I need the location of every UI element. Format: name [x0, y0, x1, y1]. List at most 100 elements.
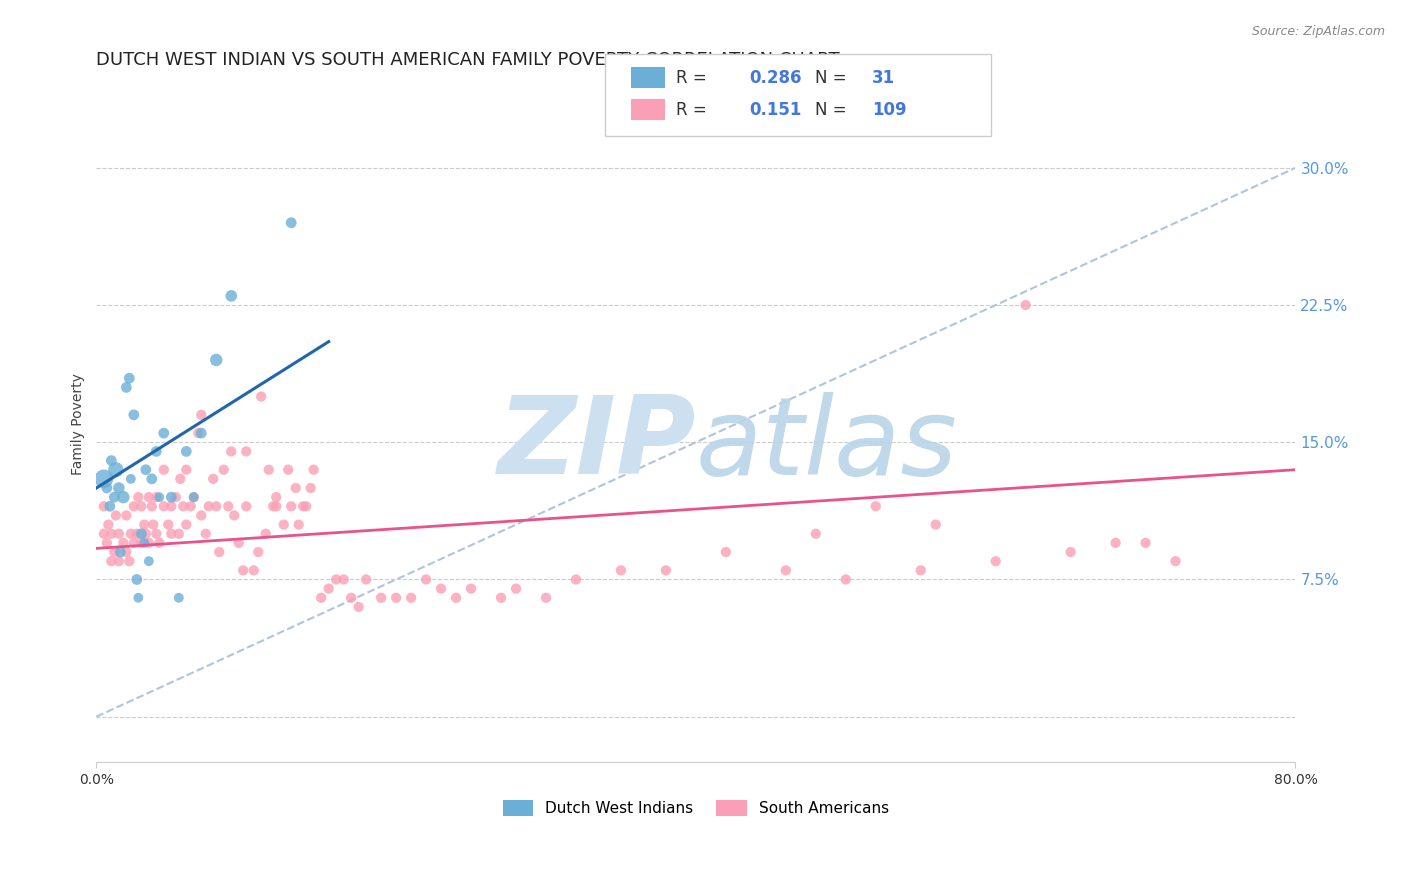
- Text: 0.151: 0.151: [749, 101, 801, 119]
- Y-axis label: Family Poverty: Family Poverty: [72, 373, 86, 475]
- Point: [232, 563, 254, 577]
- Point: [655, 563, 678, 577]
- Point: [148, 536, 170, 550]
- Text: R =: R =: [676, 101, 717, 119]
- Point: [160, 490, 183, 504]
- Point: [96, 536, 118, 550]
- Point: [1135, 536, 1157, 550]
- Text: Source: ZipAtlas.com: Source: ZipAtlas.com: [1251, 25, 1385, 38]
- Point: [1059, 545, 1081, 559]
- Point: [775, 563, 797, 577]
- Text: N =: N =: [815, 69, 852, 87]
- Point: [138, 490, 160, 504]
- Point: [228, 536, 250, 550]
- Point: [157, 517, 180, 532]
- Point: [489, 591, 512, 605]
- Point: [134, 536, 156, 550]
- Point: [172, 500, 194, 514]
- Text: N =: N =: [815, 101, 852, 119]
- Point: [865, 500, 887, 514]
- Point: [208, 545, 231, 559]
- Point: [219, 444, 242, 458]
- Point: [120, 472, 142, 486]
- Point: [273, 517, 295, 532]
- Point: [131, 536, 153, 550]
- Point: [1104, 536, 1126, 550]
- Point: [370, 591, 392, 605]
- Text: ZIP: ZIP: [498, 392, 696, 497]
- Point: [804, 526, 827, 541]
- Point: [287, 517, 309, 532]
- Point: [103, 545, 125, 559]
- Point: [262, 500, 284, 514]
- Point: [277, 463, 299, 477]
- Point: [444, 591, 467, 605]
- Legend: Dutch West Indians, South Americans: Dutch West Indians, South Americans: [496, 794, 896, 822]
- Point: [212, 463, 235, 477]
- Point: [235, 500, 257, 514]
- Point: [174, 444, 197, 458]
- Point: [135, 526, 157, 541]
- Point: [257, 463, 280, 477]
- Point: [131, 500, 153, 514]
- Point: [148, 490, 170, 504]
- Point: [174, 463, 197, 477]
- Point: [153, 426, 176, 441]
- Point: [1164, 554, 1187, 568]
- Point: [122, 500, 145, 514]
- Point: [205, 353, 228, 368]
- Point: [127, 591, 149, 605]
- Point: [505, 582, 527, 596]
- Point: [302, 463, 325, 477]
- Point: [235, 444, 257, 458]
- Point: [112, 536, 135, 550]
- Point: [415, 573, 437, 587]
- Point: [142, 517, 165, 532]
- Point: [104, 463, 127, 477]
- Point: [160, 500, 183, 514]
- Point: [160, 526, 183, 541]
- Point: [122, 536, 145, 550]
- Point: [202, 472, 225, 486]
- Point: [280, 216, 302, 230]
- Point: [122, 408, 145, 422]
- Point: [183, 490, 205, 504]
- Point: [110, 545, 132, 559]
- Point: [309, 591, 332, 605]
- Point: [125, 526, 148, 541]
- Point: [100, 526, 122, 541]
- Point: [183, 490, 205, 504]
- Point: [217, 500, 239, 514]
- Point: [118, 554, 141, 568]
- Point: [115, 545, 138, 559]
- Point: [96, 481, 118, 495]
- Point: [93, 526, 115, 541]
- Point: [93, 500, 115, 514]
- Point: [169, 472, 191, 486]
- Point: [135, 463, 157, 477]
- Point: [347, 599, 370, 614]
- Point: [264, 500, 287, 514]
- Point: [247, 545, 270, 559]
- Point: [180, 500, 202, 514]
- Point: [610, 563, 633, 577]
- Point: [295, 500, 318, 514]
- Point: [127, 490, 149, 504]
- Point: [104, 508, 127, 523]
- Point: [1014, 298, 1036, 312]
- Point: [93, 472, 115, 486]
- Point: [910, 563, 932, 577]
- Point: [97, 517, 120, 532]
- Text: DUTCH WEST INDIAN VS SOUTH AMERICAN FAMILY POVERTY CORRELATION CHART: DUTCH WEST INDIAN VS SOUTH AMERICAN FAMI…: [97, 51, 839, 69]
- Text: 0.286: 0.286: [749, 69, 801, 87]
- Point: [835, 573, 858, 587]
- Point: [714, 545, 737, 559]
- Point: [115, 380, 138, 394]
- Point: [165, 490, 187, 504]
- Point: [134, 517, 156, 532]
- Point: [153, 500, 176, 514]
- Point: [103, 490, 125, 504]
- Point: [167, 591, 190, 605]
- Point: [325, 573, 347, 587]
- Point: [190, 508, 212, 523]
